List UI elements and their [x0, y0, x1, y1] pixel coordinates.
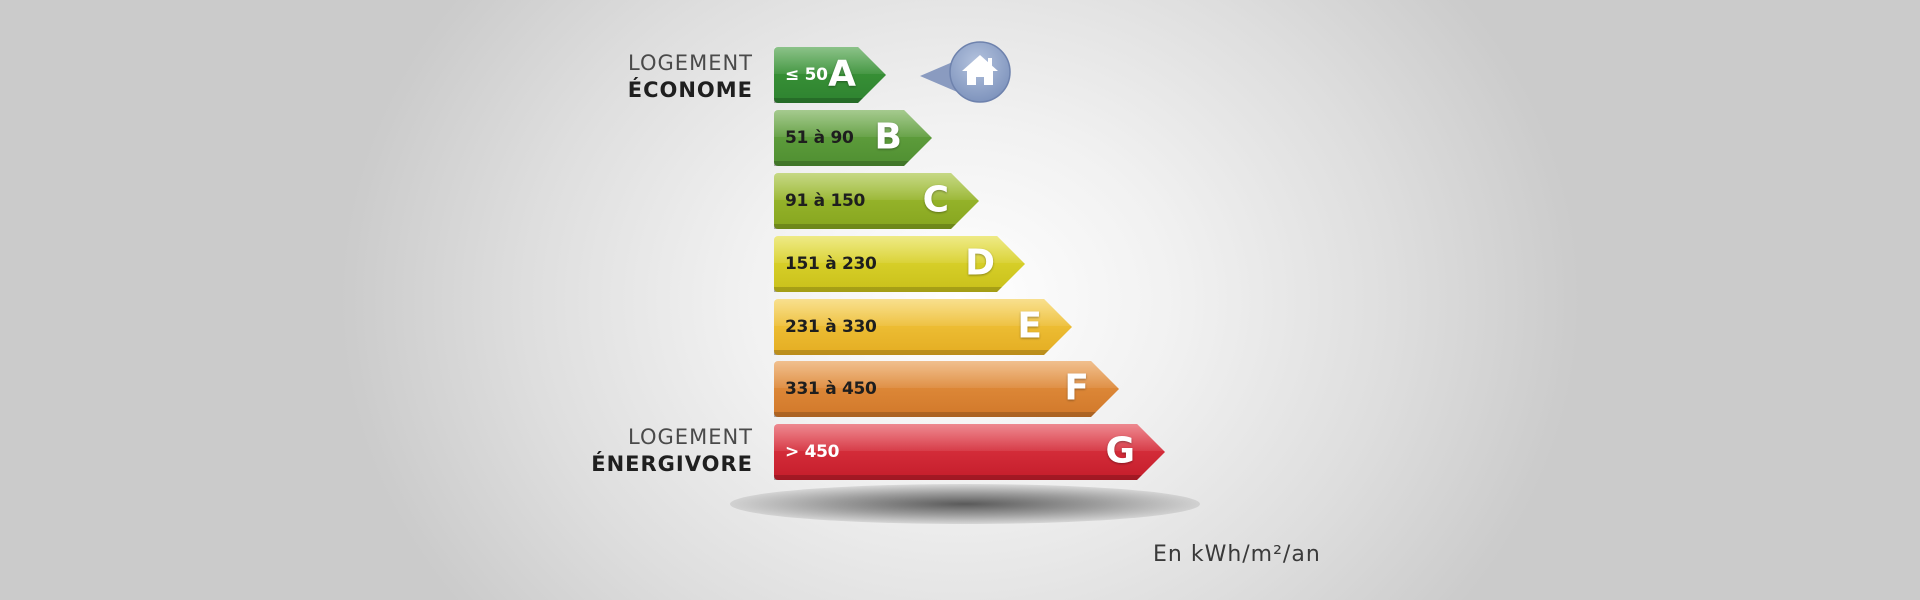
- label-econome-line2: ÉCONOME: [627, 78, 753, 102]
- class-d-range: 151 à 230: [785, 254, 877, 274]
- label-econome: LOGEMENT ÉCONOME: [628, 50, 753, 104]
- class-g-letter: G: [1105, 430, 1135, 472]
- energy-class-f: 331 à 450 F: [774, 361, 1119, 417]
- class-g-range: > 450: [785, 442, 840, 462]
- class-f-letter: F: [1064, 367, 1089, 409]
- class-a-range: ≤ 50: [785, 65, 828, 85]
- class-f-range: 331 à 450: [785, 379, 877, 399]
- energy-class-d: 151 à 230 D: [774, 236, 1025, 292]
- energy-class-g: > 450 G: [774, 424, 1165, 480]
- class-e-range: 231 à 330: [785, 317, 877, 337]
- class-c-range: 91 à 150: [785, 191, 866, 211]
- energy-class-c: 91 à 150 C: [774, 173, 979, 229]
- unit-label: En kWh/m²/an: [1153, 542, 1321, 567]
- energy-class-b: 51 à 90 B: [774, 110, 932, 166]
- label-econome-line1: LOGEMENT: [628, 51, 753, 75]
- class-a-letter: A: [828, 53, 856, 95]
- class-d-letter: D: [965, 242, 995, 284]
- chart-floor-shadow: [730, 484, 1200, 524]
- energy-class-a: ≤ 50 A: [774, 47, 886, 103]
- class-e-letter: E: [1017, 305, 1042, 347]
- label-energivore: LOGEMENT ÉNERGIVORE: [591, 424, 753, 478]
- label-energivore-line1: LOGEMENT: [628, 425, 753, 449]
- label-energivore-line2: ÉNERGIVORE: [591, 452, 753, 476]
- class-b-range: 51 à 90: [785, 128, 854, 148]
- class-b-letter: B: [874, 116, 902, 158]
- energy-class-e: 231 à 330 E: [774, 299, 1072, 355]
- class-c-letter: C: [922, 179, 949, 221]
- house-icon: [920, 41, 1011, 103]
